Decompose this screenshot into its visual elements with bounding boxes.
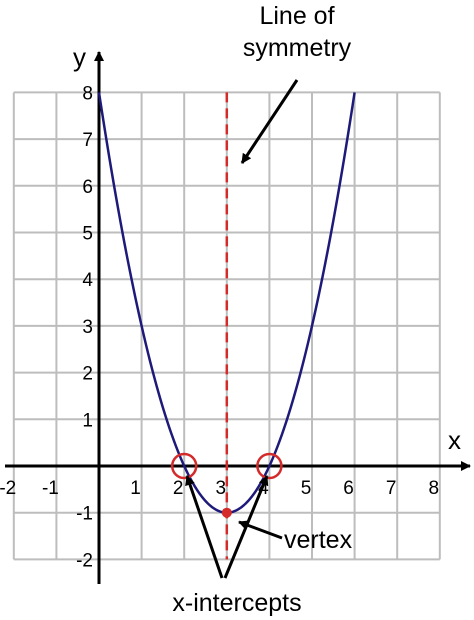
x-tick-label: 1 <box>130 478 141 499</box>
y-tick-label: -2 <box>76 550 93 571</box>
x-tick-label: 4 <box>258 478 269 499</box>
x-intercept-arrow-right <box>223 475 269 579</box>
x-intercept-circle <box>256 452 283 480</box>
x-tick-label: 2 <box>173 478 184 499</box>
x-tick-label: 5 <box>301 478 312 499</box>
x-intercept-arrow-left <box>185 475 224 579</box>
symmetry-arrow <box>240 79 299 164</box>
x-tick-label: -1 <box>42 478 59 499</box>
y-tick-label: 6 <box>82 177 93 198</box>
tick-labels: -2 -1 1 2 3 4 5 6 7 8 -2 -1 1 2 3 4 5 6 7 8 <box>0 83 439 571</box>
x-tick-label: -2 <box>0 478 16 499</box>
line-of-symmetry-label: Line of <box>259 2 334 30</box>
axes <box>5 51 471 584</box>
x-intercepts-label: x-intercepts <box>172 589 301 617</box>
y-tick-label: 5 <box>82 224 93 245</box>
x-tick-label: 3 <box>216 478 227 499</box>
x-tick-label: 8 <box>429 478 440 499</box>
y-tick-label: 4 <box>82 270 93 291</box>
y-tick-label: 8 <box>82 83 93 104</box>
y-tick-label: 7 <box>82 130 93 151</box>
x-tick-label: 6 <box>343 478 354 499</box>
vertex-label: vertex <box>284 526 353 554</box>
y-axis-label: y <box>73 42 86 72</box>
y-tick-label: 1 <box>82 410 93 431</box>
x-tick-label: 7 <box>386 478 397 499</box>
y-tick-label: 2 <box>82 364 93 385</box>
line-of-symmetry-label-2: symmetry <box>243 34 352 62</box>
vertex-point <box>221 507 232 518</box>
y-tick-label: 3 <box>82 317 93 338</box>
x-intercept-circle <box>170 452 198 480</box>
x-axis-label: x <box>448 425 461 455</box>
x-intercept-markers <box>170 452 283 480</box>
y-tick-label: -1 <box>76 504 93 525</box>
